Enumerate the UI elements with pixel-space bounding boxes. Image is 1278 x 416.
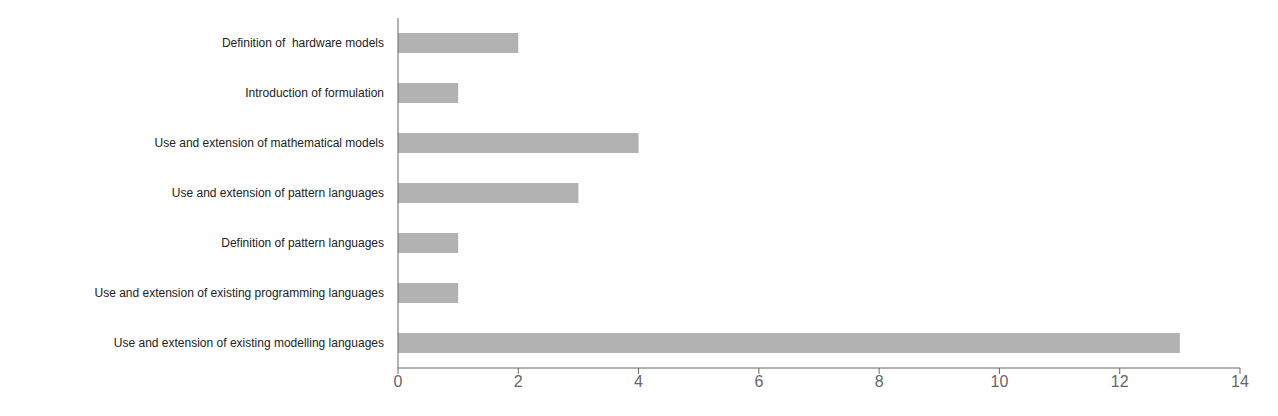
svg-text:Introduction of formulation: Introduction of formulation bbox=[245, 86, 384, 100]
svg-text:0: 0 bbox=[394, 373, 403, 390]
svg-text:Use and extension of mathemati: Use and extension of mathematical models bbox=[155, 136, 384, 150]
svg-text:Use and extension of existing: Use and extension of existing programmin… bbox=[94, 286, 384, 300]
svg-text:12: 12 bbox=[1111, 373, 1129, 390]
svg-text:Definition of pattern language: Definition of pattern languages bbox=[221, 236, 384, 250]
svg-text:14: 14 bbox=[1231, 373, 1249, 390]
svg-text:2: 2 bbox=[514, 373, 523, 390]
svg-text:4: 4 bbox=[634, 373, 643, 390]
svg-text:10: 10 bbox=[991, 373, 1009, 390]
svg-text:Use and extension of pattern l: Use and extension of pattern languages bbox=[172, 186, 384, 200]
svg-text:8: 8 bbox=[875, 373, 884, 390]
svg-text:6: 6 bbox=[754, 373, 763, 390]
svg-text:Definition of hardware models: Definition of hardware models bbox=[222, 36, 384, 50]
svg-text:Use and extension of existing: Use and extension of existing modelling … bbox=[114, 336, 384, 350]
